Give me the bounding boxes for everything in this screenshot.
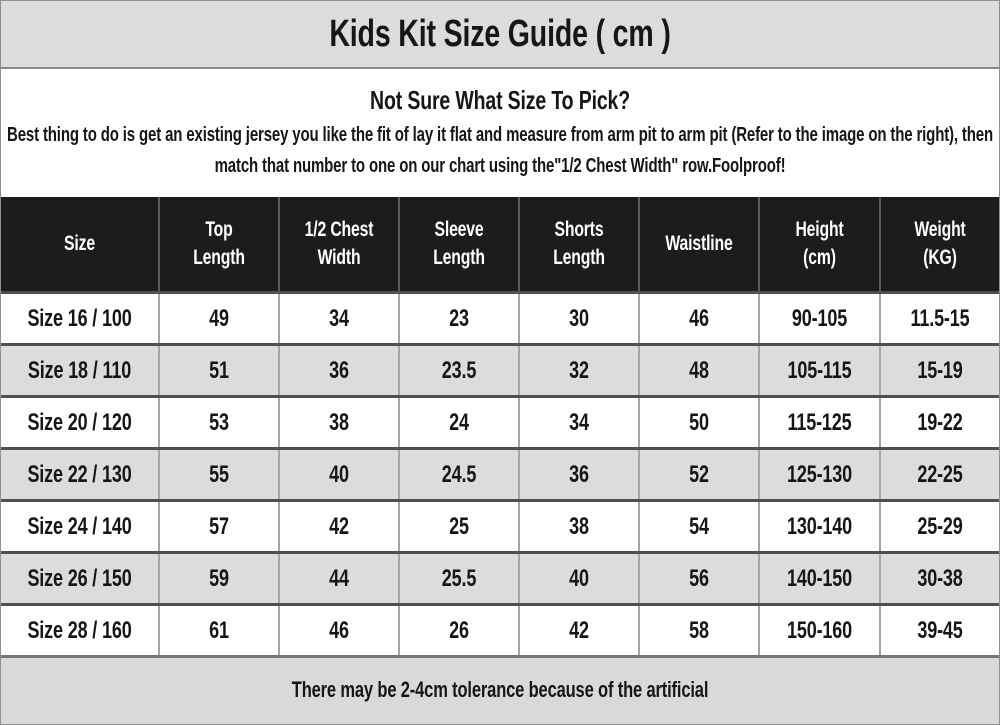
col-header-label: Size [64, 232, 95, 255]
table-cell: 90-105 [758, 291, 880, 345]
table-cell: 50 [638, 395, 759, 449]
col-header-label: Shorts Length [553, 218, 605, 269]
table-cell: 30-38 [879, 551, 999, 605]
table-cell: 32 [518, 343, 639, 397]
size-cell: Size 22 / 130 [1, 447, 159, 501]
table-row: Size 18 / 110 51 36 23.5 32 48 105-115 1… [1, 343, 999, 397]
table-row: Size 20 / 120 53 38 24 34 50 115-125 19-… [1, 395, 999, 449]
table-cell: 38 [278, 395, 399, 449]
table-cell: 39-45 [879, 603, 999, 655]
intro-section: Not Sure What Size To Pick? Best thing t… [1, 69, 999, 197]
table-cell: 24 [398, 395, 519, 449]
table-cell: 42 [278, 499, 399, 553]
size-cell: Size 16 / 100 [1, 291, 159, 345]
table-cell: 36 [518, 447, 639, 501]
col-header-half-chest-width: 1/2 Chest Width [278, 197, 399, 293]
table-cell: 48 [638, 343, 759, 397]
col-header-label: Weight (KG) [914, 218, 966, 269]
table-cell: 23 [398, 291, 519, 345]
col-header-label: Waistline [665, 232, 733, 255]
table-row: Size 16 / 100 49 34 23 30 46 90-105 11.5… [1, 291, 999, 345]
table-cell: 40 [278, 447, 399, 501]
table-cell: 46 [278, 603, 399, 655]
table-row: Size 22 / 130 55 40 24.5 36 52 125-130 2… [1, 447, 999, 501]
table-cell: 61 [158, 603, 279, 655]
footer-note-bar: There may be 2-4cm tolerance because of … [1, 655, 999, 724]
table-cell: 36 [278, 343, 399, 397]
table-cell: 22-25 [879, 447, 999, 501]
table-cell: 26 [398, 603, 519, 655]
table-cell: 59 [158, 551, 279, 605]
table-cell: 34 [518, 395, 639, 449]
table-cell: 51 [158, 343, 279, 397]
table-cell: 54 [638, 499, 759, 553]
col-header-label: Sleeve Length [433, 218, 485, 269]
table-cell: 25 [398, 499, 519, 553]
col-header-waistline: Waistline [638, 197, 759, 293]
size-table: Size Top Length 1/2 Chest Width Sleeve L… [1, 197, 999, 655]
col-header-size: Size [1, 197, 159, 293]
intro-text: Best thing to do is get an existing jers… [7, 124, 994, 177]
table-cell: 55 [158, 447, 279, 501]
table-row: Size 24 / 140 57 42 25 38 54 130-140 25-… [1, 499, 999, 553]
table-cell: 130-140 [758, 499, 880, 553]
table-cell: 11.5-15 [879, 291, 999, 345]
size-cell: Size 18 / 110 [1, 343, 159, 397]
table-cell: 38 [518, 499, 639, 553]
col-header-label: 1/2 Chest Width [304, 218, 374, 269]
table-cell: 23.5 [398, 343, 519, 397]
size-cell: Size 24 / 140 [1, 499, 159, 553]
table-cell: 34 [278, 291, 399, 345]
table-cell: 19-22 [879, 395, 999, 449]
size-cell: Size 20 / 120 [1, 395, 159, 449]
table-cell: 42 [518, 603, 639, 655]
table-cell: 150-160 [758, 603, 880, 655]
table-cell: 57 [158, 499, 279, 553]
table-cell: 40 [518, 551, 639, 605]
size-cell: Size 26 / 150 [1, 551, 159, 605]
intro-heading: Not Sure What Size To Pick? [370, 85, 630, 115]
table-cell: 46 [638, 291, 759, 345]
col-header-sleeve-length: Sleeve Length [398, 197, 519, 293]
table-cell: 105-115 [758, 343, 880, 397]
col-header-weight: Weight (KG) [879, 197, 999, 293]
table-cell: 25.5 [398, 551, 519, 605]
col-header-label: Top Length [193, 218, 245, 269]
table-cell: 140-150 [758, 551, 880, 605]
table-cell: 56 [638, 551, 759, 605]
table-cell: 44 [278, 551, 399, 605]
table-cell: 25-29 [879, 499, 999, 553]
title-bar: Kids Kit Size Guide ( cm ) [1, 1, 999, 69]
table-cell: 58 [638, 603, 759, 655]
page-title: Kids Kit Size Guide ( cm ) [329, 13, 671, 55]
table-cell: 125-130 [758, 447, 880, 501]
table-cell: 24.5 [398, 447, 519, 501]
table-row: Size 26 / 150 59 44 25.5 40 56 140-150 3… [1, 551, 999, 605]
table-row: Size 28 / 160 61 46 26 42 58 150-160 39-… [1, 603, 999, 655]
table-cell: 15-19 [879, 343, 999, 397]
table-cell: 52 [638, 447, 759, 501]
table-cell: 115-125 [758, 395, 880, 449]
col-header-height: Height (cm) [758, 197, 880, 293]
size-cell: Size 28 / 160 [1, 603, 159, 655]
table-header-row: Size Top Length 1/2 Chest Width Sleeve L… [1, 197, 999, 293]
col-header-top-length: Top Length [158, 197, 279, 293]
table-cell: 53 [158, 395, 279, 449]
footer-note: There may be 2-4cm tolerance because of … [291, 677, 709, 702]
table-cell: 49 [158, 291, 279, 345]
col-header-label: Height (cm) [795, 218, 844, 269]
table-cell: 30 [518, 291, 639, 345]
col-header-shorts-length: Shorts Length [518, 197, 639, 293]
